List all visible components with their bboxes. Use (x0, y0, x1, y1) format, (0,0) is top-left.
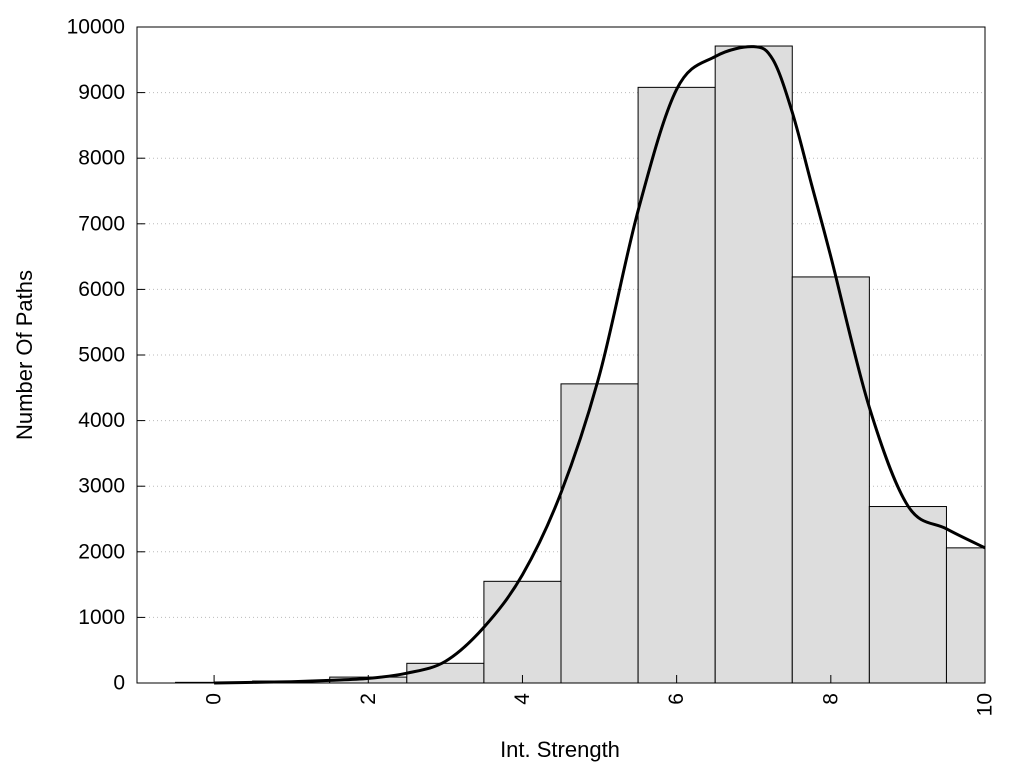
bar-10 (945, 547, 986, 684)
y-tick-label-3000: 3000 (78, 475, 125, 498)
y-tick-label-6000: 6000 (78, 278, 125, 301)
y-axis-ticks: 0 1000 2000 3000 4000 5000 6000 7000 8000 9000 100… (67, 16, 145, 695)
y-tick-label-2000: 2000 (78, 540, 125, 563)
bar-6 (637, 86, 716, 684)
y-tick-label-8000: 8000 (78, 147, 125, 170)
y-axis-title: Number Of Paths (12, 270, 37, 440)
x-axis-title: Int. Strength (500, 737, 620, 762)
bar-3 (406, 662, 485, 684)
x-tick-label-8: 8 (819, 693, 842, 705)
bars (175, 45, 986, 684)
y-tick-label-10000: 10000 (67, 16, 125, 39)
x-tick-label-0: 0 (203, 693, 226, 705)
bar-7 (714, 45, 793, 684)
y-tick-label-4000: 4000 (78, 409, 125, 432)
x-tick-label-10: 10 (974, 693, 997, 716)
y-tick-label-9000: 9000 (78, 81, 125, 104)
bar-5 (560, 383, 639, 684)
x-axis-ticks: 0 2 4 6 8 10 (203, 675, 997, 716)
y-tick-label-0: 0 (113, 672, 125, 695)
y-tick-label-1000: 1000 (78, 606, 125, 629)
bar-9 (868, 506, 947, 684)
x-tick-label-6: 6 (665, 693, 688, 705)
y-tick-label-5000: 5000 (78, 344, 125, 367)
x-tick-label-4: 4 (511, 693, 534, 705)
bar-4 (483, 580, 562, 684)
bar-8 (791, 276, 870, 684)
y-tick-label-7000: 7000 (78, 212, 125, 235)
x-tick-label-2: 2 (357, 693, 380, 705)
